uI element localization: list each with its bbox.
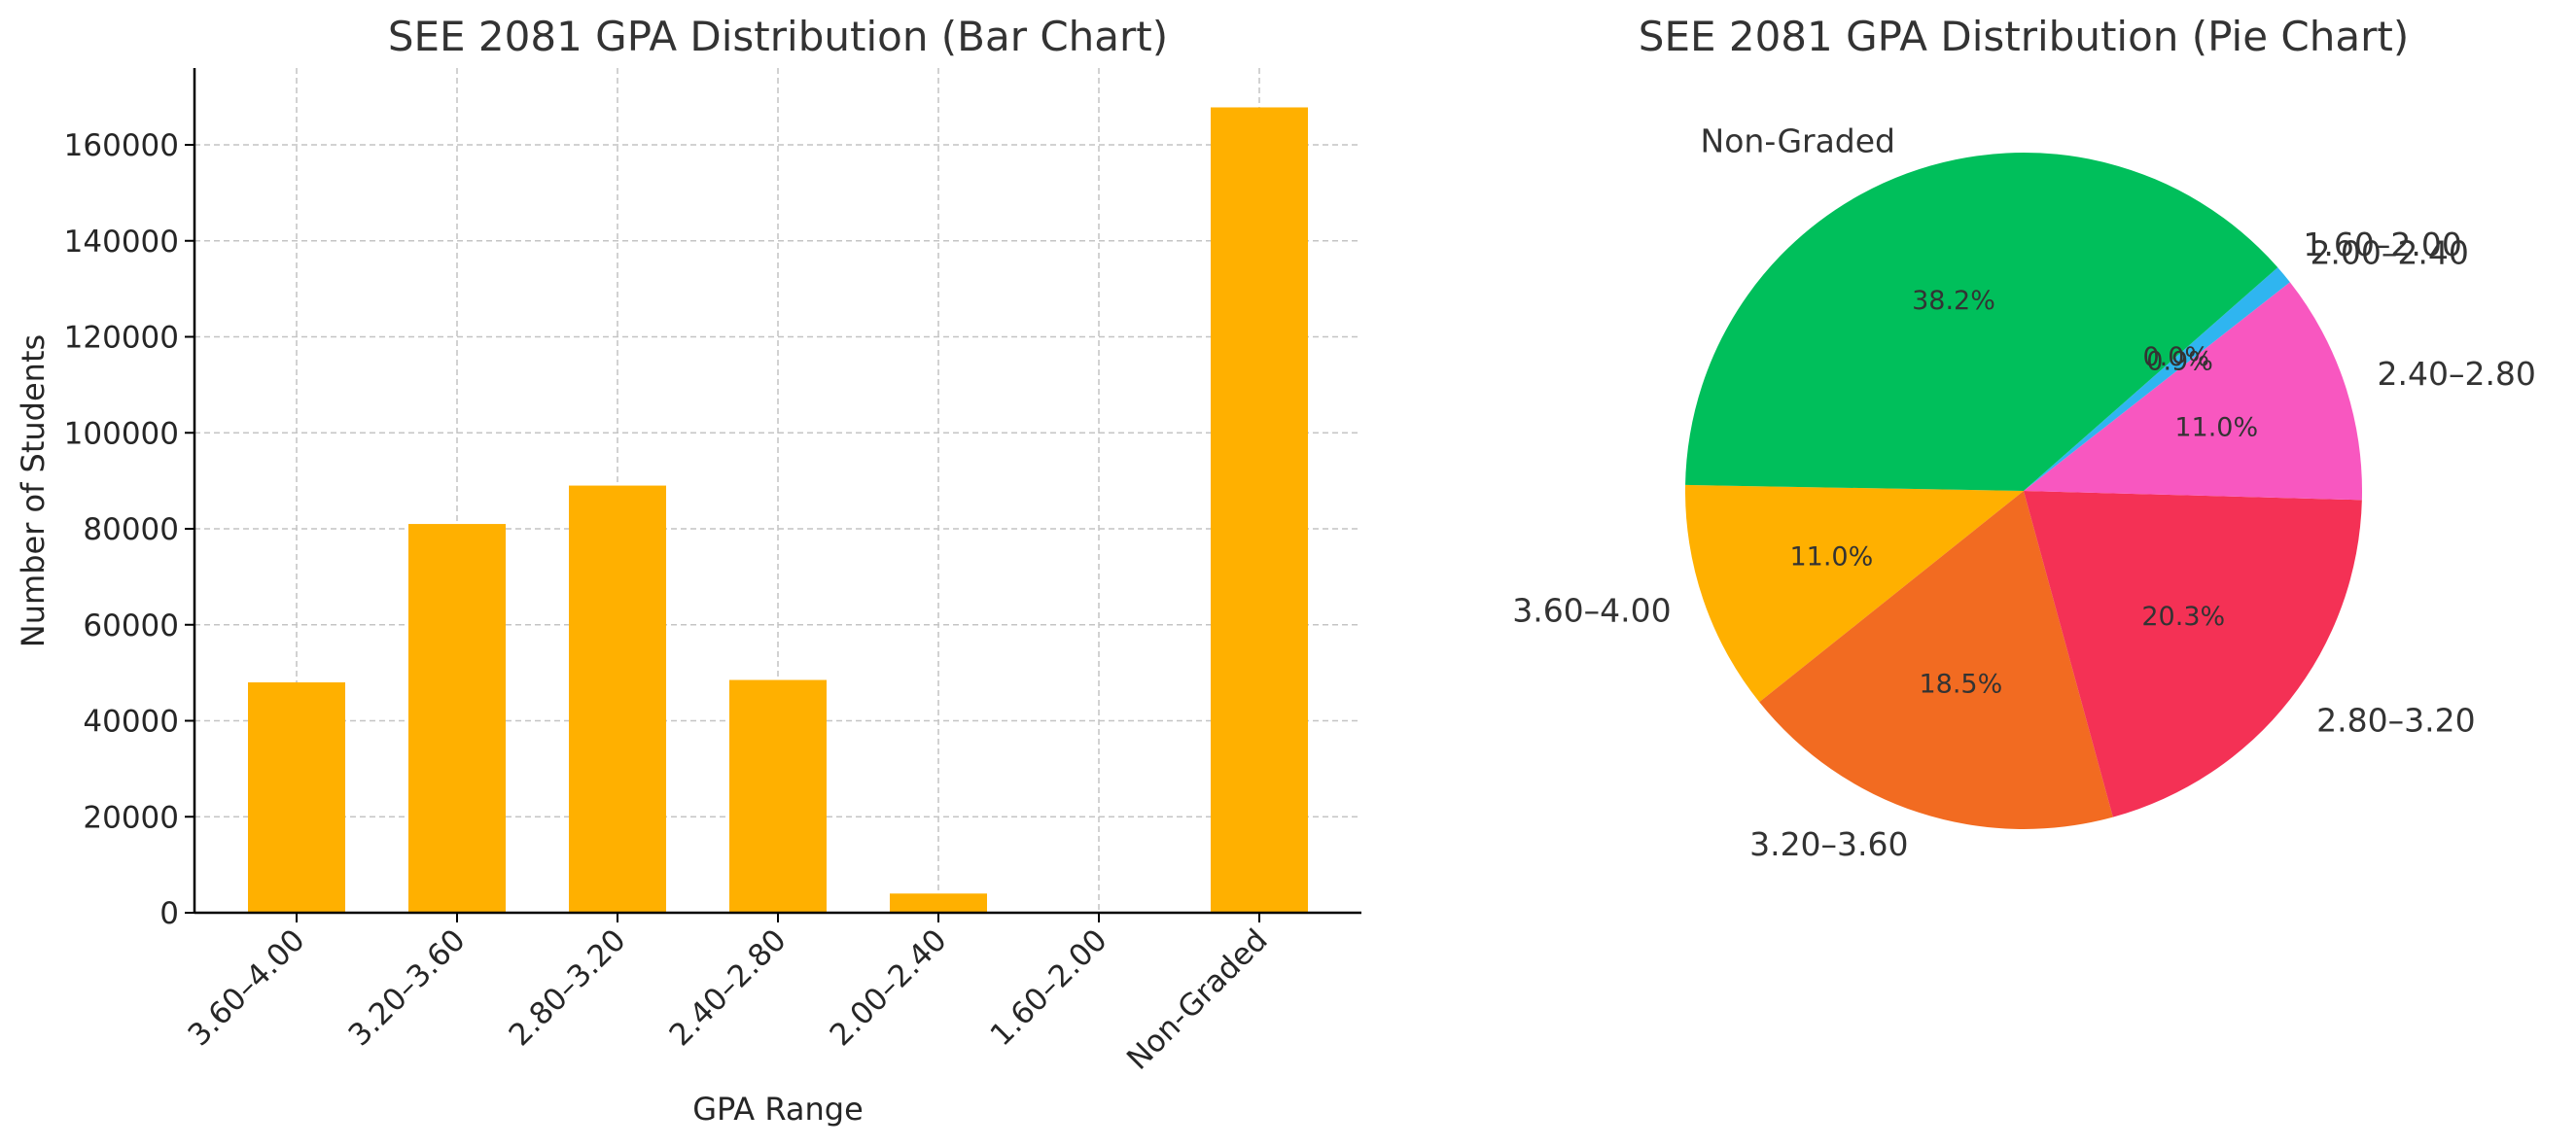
x-axis-label: GPA Range [692,1091,864,1128]
bar [1211,107,1308,914]
pie-percent-label: 38.2% [1912,286,1995,316]
y-tick-label: 120000 [64,321,179,356]
pie-slice-label: 2.00–2.40 [2310,233,2468,271]
pie-slice-label: 2.40–2.80 [2377,355,2535,393]
bar [569,485,666,913]
pie-percent-label: 18.5% [1919,670,2002,700]
bar-chart-title: SEE 2081 GPA Distribution (Bar Chart) [388,13,1168,60]
pie-slice-label: 3.20–3.60 [1749,825,1908,863]
x-tick-labels: 3.60–4.00 3.20–3.60 2.80–3.20 2.40–2.80 2.00… [182,913,1275,1077]
x-tick-label: 2.00–2.40 [824,922,954,1053]
y-tick-label: 160000 [64,128,179,163]
bar [248,682,345,913]
bar-chart: SEE 2081 GPA Distribution (Bar Chart) 0 2… [15,13,1361,1128]
y-tick-label: 80000 [83,512,179,547]
pie-slice [2024,282,2362,501]
pie-percent-labels: 11.0% 18.5% 20.3% 11.0% 0.9%0.0% 38.2% [1789,286,2258,700]
pie-slice-label: 2.80–3.20 [2316,701,2475,739]
pie-slice [1759,491,2113,829]
pie-slice [1685,153,2278,491]
x-tick-label: 3.60–4.00 [182,922,312,1053]
y-tick-label: 140000 [64,225,179,260]
pie-chart: SEE 2081 GPA Distribution (Pie Chart) 3.… [1512,13,2536,863]
pie-percent-label: 0.9% [2146,347,2213,377]
pie-percent-label: 0.0% [2142,342,2209,372]
pie-slice-labels: 3.60–4.00 3.20–3.60 2.80–3.20 2.40–2.80 2.00… [1512,122,2536,863]
bar [890,893,987,913]
x-tick-label: Non-Graded [1120,922,1275,1077]
x-tick-label: 2.80–3.20 [503,922,633,1053]
y-tick-labels: 0 20000 40000 60000 80000 100000 120000 140000 1… [64,128,194,931]
x-tick-label: 3.20–3.60 [342,922,473,1053]
pie-chart-title: SEE 2081 GPA Distribution (Pie Chart) [1639,13,2409,60]
pie-slices [1685,153,2362,829]
x-tick-label: 1.60–2.00 [984,922,1114,1053]
y-tick-label: 100000 [64,416,179,451]
y-axis-label: Number of Students [15,334,52,647]
pie-percent-label: 20.3% [2141,602,2225,632]
x-tick-label: 2.40–2.80 [663,922,794,1053]
y-tick-label: 20000 [83,800,179,835]
bar-series [248,107,1308,914]
pie-slice-label: Non-Graded [1701,122,1895,160]
bar [408,524,506,913]
y-tick-label: 0 [159,896,179,931]
pie-slice [1685,484,2024,703]
pie-percent-label: 11.0% [2174,413,2258,443]
bar [729,679,827,913]
pie-percent-label: 11.0% [1789,541,1873,572]
y-tick-label: 40000 [83,705,179,740]
pie-slice-label: 1.60–2.00 [2303,226,2461,263]
pie-slice [2024,267,2290,491]
pie-slice [2024,491,2362,817]
y-tick-label: 60000 [83,608,179,643]
bar-gridlines [194,68,1361,913]
pie-slice-label: 3.60–4.00 [1512,591,1671,629]
